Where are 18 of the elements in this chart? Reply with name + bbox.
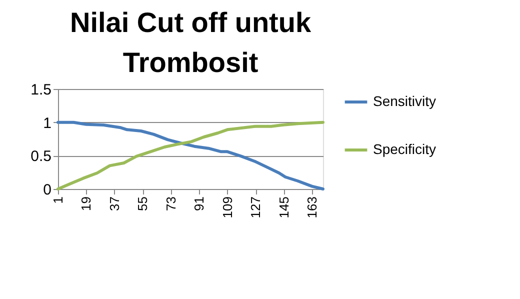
x-tick-label: 55: [135, 196, 150, 211]
chart-title: Nilai Cut off untuk Trombosit: [70, 7, 312, 78]
legend-label: Sensitivity: [373, 93, 436, 109]
x-tick-label: 1: [50, 196, 66, 204]
x-tick-label: 109: [220, 196, 235, 218]
legend-label: Specificity: [373, 141, 436, 157]
y-tick-label: 1.5: [30, 82, 52, 98]
y-tick-label: 0.5: [30, 148, 52, 166]
x-tick-label: 37: [106, 196, 122, 211]
x-tick-label: 73: [163, 196, 178, 211]
x-tick-label: 91: [192, 196, 207, 211]
x-tick-label: 19: [78, 196, 94, 211]
y-tick-label: 1: [43, 114, 52, 132]
x-tick-label: 127: [248, 196, 264, 218]
y-tick-label: 0: [43, 182, 52, 198]
x-tick-label: 145: [276, 196, 292, 218]
line-series: [56, 120, 324, 190]
x-tick-label: 163: [304, 196, 320, 218]
